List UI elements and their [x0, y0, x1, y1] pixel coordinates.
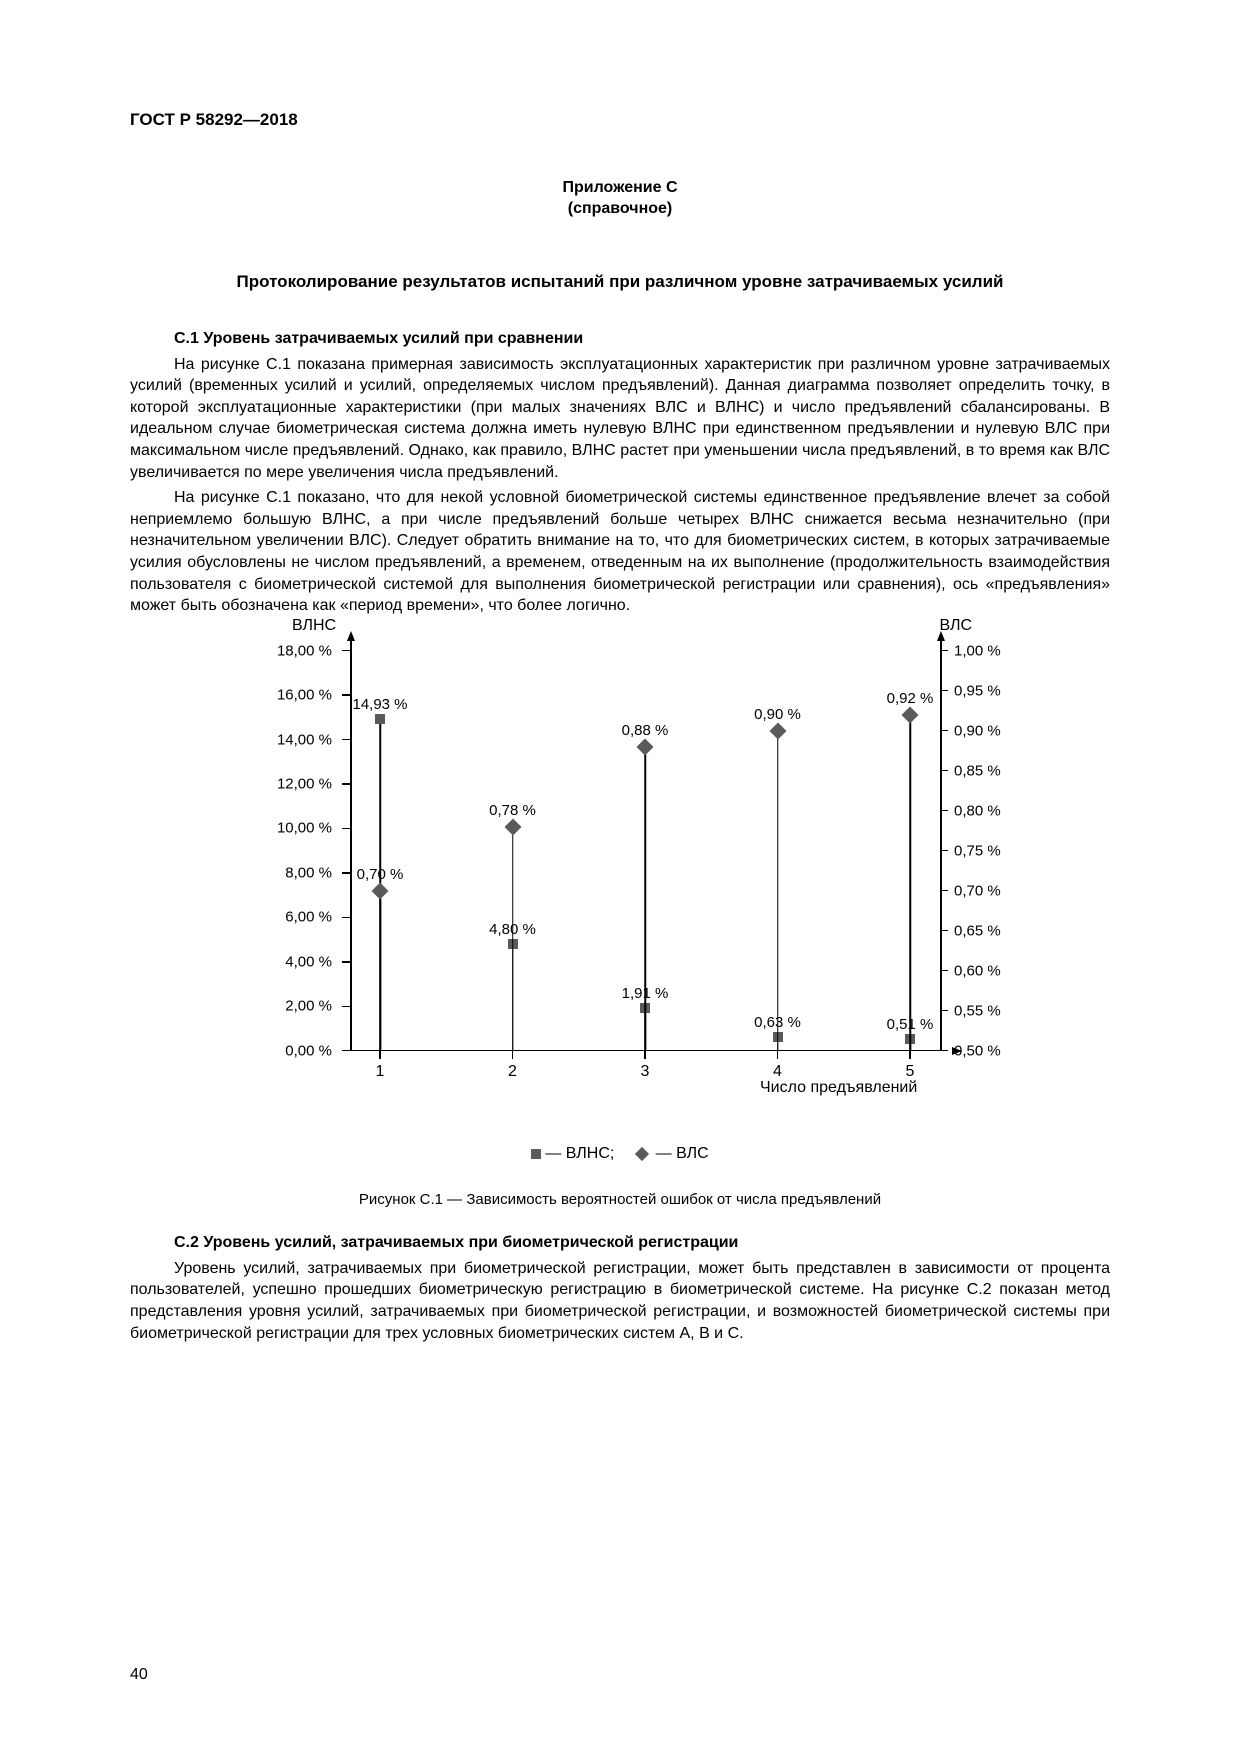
legend-sep: ; [610, 1145, 623, 1162]
annex-line1: Приложение С [130, 178, 1110, 199]
x-tickmark [777, 1051, 779, 1059]
y-left-tickmark [342, 1050, 350, 1052]
vlns-marker-square [375, 714, 385, 724]
y-right-tickmark [940, 770, 948, 772]
section-c2-p1: Уровень усилий, затрачиваемых при биомет… [130, 1258, 1110, 1344]
y-right-tickmark [940, 930, 948, 932]
section-c2: С.2 Уровень усилий, затрачиваемых при би… [130, 1234, 1110, 1344]
y-left-arrowhead-icon [347, 631, 355, 641]
y-left-tick-label: 14,00 % [262, 731, 332, 748]
legend-vls-dash: — [651, 1145, 676, 1162]
section-c1-p1: На рисунке С.1 показана примерная зависи… [130, 354, 1110, 484]
y-right-tick-label: 0,60 % [954, 962, 1022, 979]
x-tick-label: 3 [641, 1063, 650, 1081]
vls-data-label: 0,90 % [754, 706, 801, 723]
vls-stem [644, 747, 646, 1051]
y-left-tickmark [342, 694, 350, 696]
annex-line2: (справочное) [130, 199, 1110, 220]
y-right-tick-label: 0,50 % [954, 1042, 1022, 1059]
section-c1: С.1 Уровень затрачиваемых усилий при сра… [130, 330, 1110, 617]
y-right-tickmark [940, 850, 948, 852]
y-right-tickmark [940, 650, 948, 652]
legend-vlns-dash: — [545, 1145, 565, 1162]
vls-data-label: 0,70 % [357, 866, 404, 883]
y-left-tickmark [342, 828, 350, 830]
y-left-tick-label: 8,00 % [262, 864, 332, 881]
y-left-tick-label: 0,00 % [262, 1042, 332, 1059]
legend-vlns-label: ВЛНС [566, 1145, 610, 1162]
y-left-tick-label: 2,00 % [262, 998, 332, 1015]
x-tick-label: 2 [508, 1063, 517, 1081]
y-left-tick-label: 16,00 % [262, 687, 332, 704]
y-right-tickmark [940, 810, 948, 812]
y-right-tick-label: 0,70 % [954, 882, 1022, 899]
y-left-tickmark [342, 1006, 350, 1008]
y-right-tick-label: 0,55 % [954, 1002, 1022, 1019]
x-tickmark [379, 1051, 381, 1059]
vls-stem [512, 827, 514, 1051]
y-left-tickmark [342, 650, 350, 652]
x-tickmark [512, 1051, 514, 1059]
y-right-tick-label: 0,95 % [954, 682, 1022, 699]
y-left-axis-title: ВЛНС [292, 617, 336, 635]
main-title: Протоколирование результатов испытаний п… [130, 272, 1110, 292]
legend-vls-label: ВЛС [676, 1145, 709, 1162]
y-left-tick-label: 12,00 % [262, 776, 332, 793]
chart-legend: — ВЛНС; — ВЛС [130, 1145, 1110, 1163]
vlns-data-label: 14,93 % [352, 696, 407, 713]
chart-c1: ВЛНС ВЛС Число предъявлений 0,00 %2,00 %… [200, 639, 1040, 1139]
x-tickmark [909, 1051, 911, 1059]
y-right-tickmark [940, 890, 948, 892]
legend-square-icon [531, 1149, 541, 1159]
x-axis-title: Число предъявлений [760, 1079, 917, 1097]
y-left-tickmark [342, 872, 350, 874]
y-right-axis-line [940, 639, 942, 1051]
y-right-arrowhead-icon [937, 631, 945, 641]
vls-stem [777, 731, 779, 1051]
vls-data-label: 0,78 % [489, 802, 536, 819]
vls-data-label: 0,92 % [887, 690, 934, 707]
y-right-tick-label: 0,90 % [954, 722, 1022, 739]
y-right-tick-label: 0,85 % [954, 762, 1022, 779]
y-right-tickmark [940, 730, 948, 732]
legend-diamond-icon [635, 1147, 649, 1161]
y-left-tick-label: 4,00 % [262, 953, 332, 970]
y-right-tickmark [940, 1050, 948, 1052]
y-left-tickmark [342, 783, 350, 785]
y-right-tick-label: 1,00 % [954, 642, 1022, 659]
section-c1-head: С.1 Уровень затрачиваемых усилий при сра… [130, 330, 1110, 348]
vls-stem [909, 715, 911, 1051]
x-tick-label: 5 [906, 1063, 915, 1081]
x-tickmark [644, 1051, 646, 1059]
figure-caption: Рисунок С.1 — Зависимость вероятностей о… [130, 1191, 1110, 1208]
y-right-tick-label: 0,80 % [954, 802, 1022, 819]
y-left-tick-label: 18,00 % [262, 642, 332, 659]
x-tick-label: 1 [376, 1063, 385, 1081]
y-left-tick-label: 10,00 % [262, 820, 332, 837]
section-c1-p2: На рисунке С.1 показано, что для некой у… [130, 487, 1110, 617]
y-right-tickmark [940, 1010, 948, 1012]
y-left-tickmark [342, 961, 350, 963]
y-right-tickmark [940, 970, 948, 972]
y-left-tickmark [342, 917, 350, 919]
y-left-tick-label: 6,00 % [262, 909, 332, 926]
y-right-tick-label: 0,65 % [954, 922, 1022, 939]
vls-stem [379, 891, 381, 1051]
annex-title: Приложение С (справочное) [130, 178, 1110, 220]
y-left-tickmark [342, 739, 350, 741]
y-right-tick-label: 0,75 % [954, 842, 1022, 859]
page-number: 40 [130, 1666, 148, 1684]
vls-data-label: 0,88 % [622, 722, 669, 739]
document-header: ГОСТ Р 58292—2018 [130, 110, 1110, 130]
y-right-tickmark [940, 690, 948, 692]
section-c2-head: С.2 Уровень усилий, затрачиваемых при би… [130, 1234, 1110, 1252]
x-tick-label: 4 [773, 1063, 782, 1081]
